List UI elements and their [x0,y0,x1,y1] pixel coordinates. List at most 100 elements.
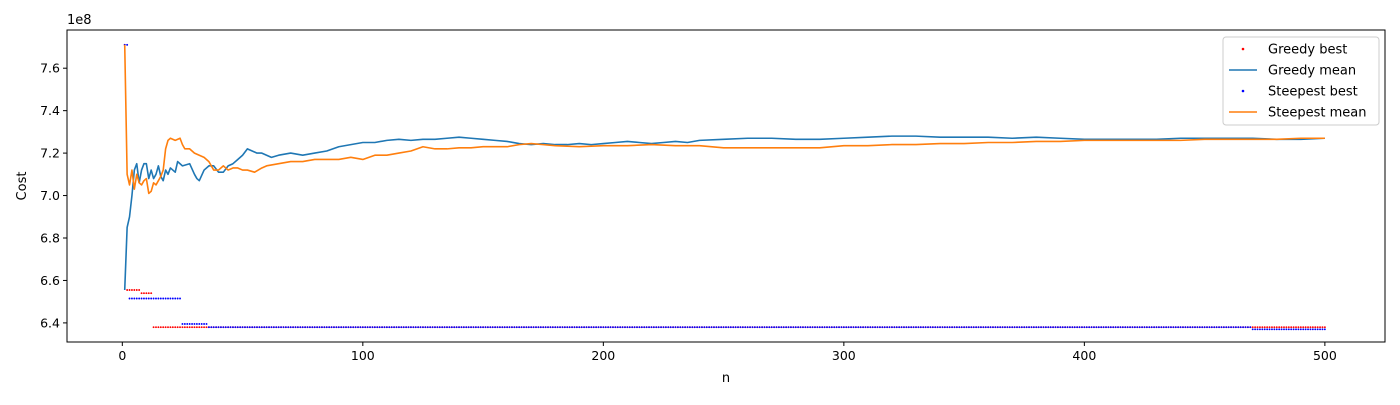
point-steepest-best [828,326,831,329]
point-steepest-best [258,326,261,329]
point-steepest-best [850,326,853,329]
point-steepest-best [1093,326,1095,329]
point-steepest-best [400,326,403,329]
point-greedy-best [1314,326,1317,329]
point-steepest-best [431,326,434,329]
point-steepest-best [1155,326,1158,329]
point-steepest-best [1206,326,1208,329]
point-steepest-best [188,323,191,325]
point-steepest-best [1076,326,1079,329]
point-steepest-best [1090,326,1093,329]
point-greedy-best [133,289,136,291]
point-greedy-best [174,326,177,329]
point-steepest-best [821,326,824,329]
point-steepest-best [696,326,699,329]
point-steepest-best [833,326,836,329]
point-steepest-best [780,326,783,329]
point-steepest-best [448,326,451,329]
point-steepest-best [246,326,249,329]
point-steepest-best [135,297,138,300]
point-steepest-best [133,297,136,300]
point-steepest-best [626,326,629,329]
point-steepest-best [782,326,785,329]
point-steepest-best [859,326,862,329]
point-steepest-best [660,326,663,329]
point-steepest-best [328,326,331,329]
point-steepest-best [994,326,997,329]
point-steepest-best [1064,326,1067,329]
point-steepest-best [929,326,932,329]
point-steepest-best [741,326,744,329]
point-steepest-best [794,326,797,329]
point-steepest-best [652,326,655,329]
point-steepest-best [361,326,364,329]
point-steepest-best [811,326,814,329]
point-steepest-best [922,326,925,329]
point-steepest-best [717,326,720,329]
point-steepest-best [756,326,759,329]
point-steepest-best [1071,326,1074,329]
point-steepest-best [1316,328,1319,331]
point-steepest-best [992,326,994,329]
point-steepest-best [672,326,675,329]
point-steepest-best [857,326,860,329]
point-steepest-best [681,326,684,329]
point-steepest-best [1230,326,1233,329]
point-steepest-best [489,326,492,329]
point-steepest-best [876,326,879,329]
point-greedy-best [1287,326,1290,329]
point-steepest-best [542,326,545,329]
point-steepest-best [1124,326,1127,329]
point-steepest-best [1037,326,1040,329]
point-steepest-best [982,326,985,329]
point-steepest-best [1145,326,1148,329]
point-steepest-best [910,326,913,329]
point-steepest-best [150,297,153,300]
point-steepest-best [130,297,133,300]
legend-label: Greedy best [1268,43,1347,58]
point-steepest-best [470,326,473,329]
point-steepest-best [1268,328,1271,331]
point-steepest-best [1275,328,1278,331]
point-steepest-best [664,326,667,329]
point-steepest-best [186,323,189,325]
point-steepest-best [987,326,990,329]
point-steepest-best [777,326,780,329]
point-steepest-best [1218,326,1221,329]
point-steepest-best [1023,326,1026,329]
point-steepest-best [308,326,311,329]
point-steepest-best [585,326,588,329]
point-steepest-best [183,323,186,325]
point-steepest-best [313,326,316,329]
point-steepest-best [496,326,499,329]
point-steepest-best [679,326,682,329]
point-steepest-best [886,326,889,329]
point-steepest-best [1054,326,1057,329]
point-greedy-best [203,326,206,329]
point-steepest-best [1290,328,1293,331]
point-steepest-best [369,326,371,329]
point-steepest-best [1278,328,1281,331]
point-steepest-best [691,326,694,329]
legend-entry-steepest-mean: Steepest mean [1229,106,1366,121]
point-steepest-best [347,326,350,329]
point-steepest-best [898,326,901,329]
point-steepest-best [1165,326,1168,329]
point-steepest-best [155,297,157,300]
x-tick-label: 0 [118,348,126,363]
point-steepest-best [1030,326,1033,329]
point-steepest-best [984,326,987,329]
point-steepest-best [602,326,605,329]
point-steepest-best [1119,326,1122,329]
point-steepest-best [414,326,417,329]
point-steepest-best [1321,328,1324,331]
point-steepest-best [1100,326,1103,329]
point-steepest-best [467,326,470,329]
point-steepest-best [215,326,218,329]
point-steepest-best [758,326,761,329]
point-steepest-best [393,326,396,329]
point-steepest-best [936,326,939,329]
point-steepest-best [676,326,679,329]
point-steepest-best [1056,326,1059,329]
point-steepest-best [1001,326,1004,329]
